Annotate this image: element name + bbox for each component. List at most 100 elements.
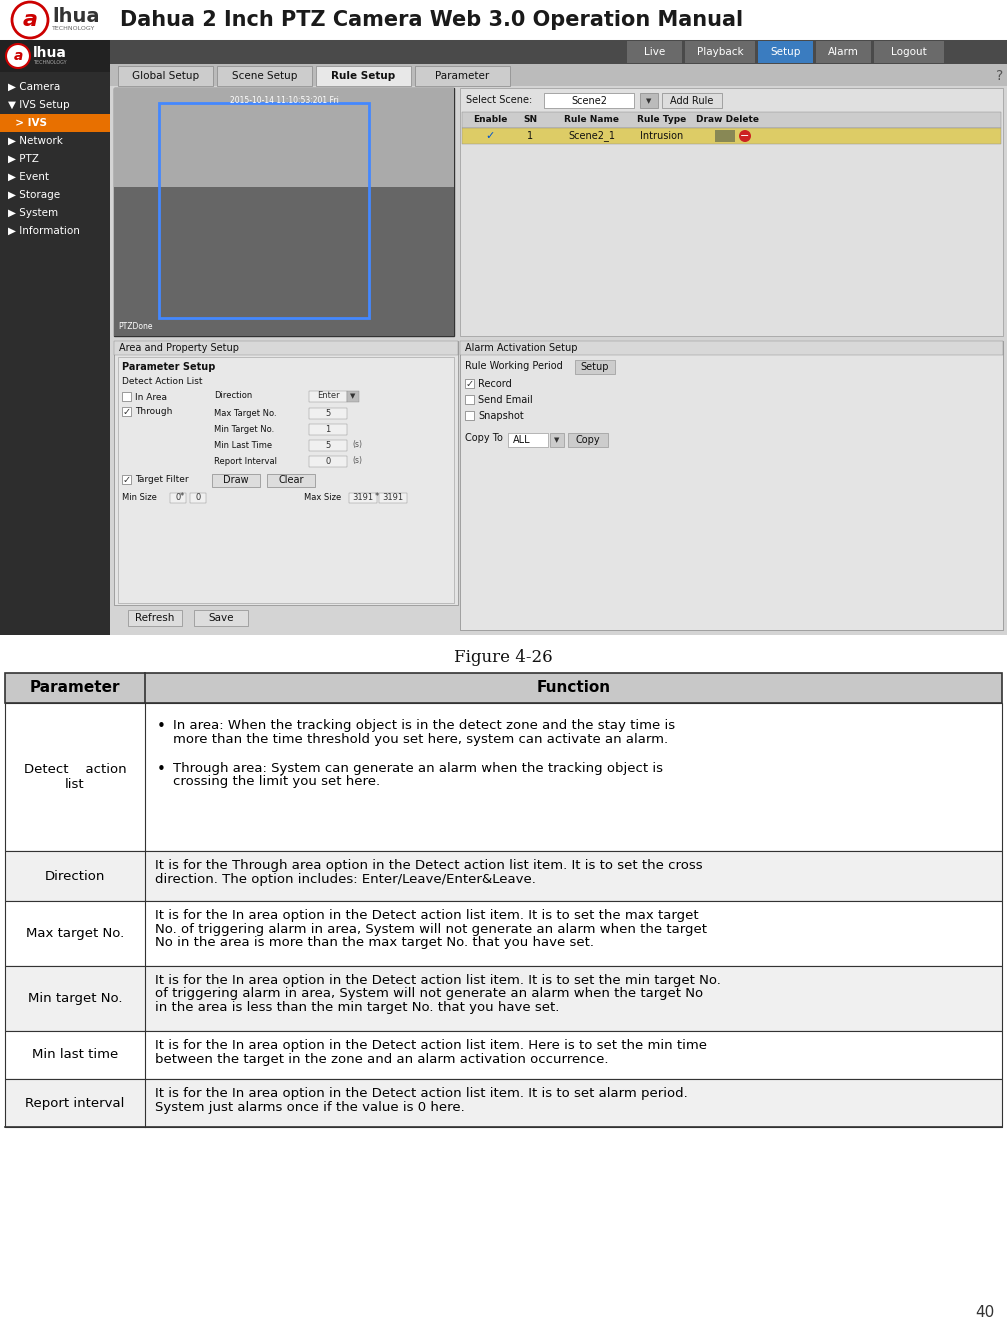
Text: 5: 5 xyxy=(325,409,330,417)
Text: TECHNOLOGY: TECHNOLOGY xyxy=(52,25,96,31)
Bar xyxy=(460,88,1003,336)
Bar xyxy=(114,88,454,188)
Text: Area and Property Setup: Area and Property Setup xyxy=(119,344,239,353)
Text: lhua: lhua xyxy=(33,47,66,60)
Text: 0: 0 xyxy=(175,493,180,502)
Bar xyxy=(110,64,1007,87)
Text: Report Interval: Report Interval xyxy=(214,457,277,465)
Bar xyxy=(550,433,564,448)
Text: ▶ Network: ▶ Network xyxy=(8,136,62,147)
Text: Min Target No.: Min Target No. xyxy=(214,425,274,433)
Text: 2015-10-14 11:10:53:201 Fri: 2015-10-14 11:10:53:201 Fri xyxy=(230,96,338,105)
Bar xyxy=(544,93,634,108)
Text: (s): (s) xyxy=(352,441,362,449)
Bar xyxy=(110,40,1007,64)
Bar xyxy=(114,341,458,605)
Text: *: * xyxy=(375,493,380,502)
Bar xyxy=(110,40,1007,635)
Text: Max target No.: Max target No. xyxy=(26,927,124,940)
Text: ✓: ✓ xyxy=(123,406,131,417)
Bar xyxy=(347,392,359,402)
Text: Intrusion: Intrusion xyxy=(640,131,684,141)
Text: direction. The option includes: Enter/Leave/Enter&Leave.: direction. The option includes: Enter/Le… xyxy=(155,872,536,886)
Text: Add Rule: Add Rule xyxy=(671,96,714,107)
Bar xyxy=(212,474,260,488)
Text: It is for the In area option in the Detect action list item. It is to set the ma: It is for the In area option in the Dete… xyxy=(155,908,699,922)
Bar xyxy=(0,115,110,132)
Text: In Area: In Area xyxy=(135,393,167,401)
Text: Playback: Playback xyxy=(697,47,743,57)
Text: Scene2: Scene2 xyxy=(571,96,607,107)
Text: ▼: ▼ xyxy=(646,99,652,104)
Text: •: • xyxy=(156,719,165,734)
Bar xyxy=(309,424,347,436)
Text: a: a xyxy=(13,49,23,63)
Text: TECHNOLOGY: TECHNOLOGY xyxy=(33,60,66,64)
Text: ▶ Camera: ▶ Camera xyxy=(8,83,60,92)
Bar xyxy=(159,103,369,318)
Text: Through: Through xyxy=(135,408,172,417)
Text: Min Last Time: Min Last Time xyxy=(214,441,272,449)
Circle shape xyxy=(739,131,751,143)
Bar xyxy=(194,610,248,626)
Text: Record: Record xyxy=(478,380,512,389)
Bar xyxy=(627,41,682,63)
Bar xyxy=(0,40,110,72)
Bar xyxy=(316,67,411,87)
Text: ALL: ALL xyxy=(514,436,531,445)
Bar xyxy=(508,433,548,448)
Bar xyxy=(816,41,871,63)
Text: 3191: 3191 xyxy=(352,493,374,502)
Bar xyxy=(5,1079,1002,1127)
Text: more than the time threshold you set here, system can activate an alarm.: more than the time threshold you set her… xyxy=(173,733,668,746)
Text: 0: 0 xyxy=(195,493,200,502)
Text: ✓: ✓ xyxy=(123,474,131,485)
Bar xyxy=(309,408,347,420)
Text: Draw Delete: Draw Delete xyxy=(696,116,758,124)
Text: ▼: ▼ xyxy=(350,393,355,400)
Text: It is for the Through area option in the Detect action list item. It is to set t: It is for the Through area option in the… xyxy=(155,859,703,872)
Text: Figure 4-26: Figure 4-26 xyxy=(454,650,552,666)
Bar xyxy=(462,128,1001,144)
Bar xyxy=(379,493,407,503)
Text: ?: ? xyxy=(996,69,1004,83)
Text: −: − xyxy=(740,131,749,141)
Bar xyxy=(0,0,1007,40)
Text: SN: SN xyxy=(523,116,537,124)
Text: of triggering alarm in area, System will not generate an alarm when the target N: of triggering alarm in area, System will… xyxy=(155,987,703,1000)
Text: Copy: Copy xyxy=(576,436,600,445)
Bar xyxy=(575,360,615,374)
Text: Direction: Direction xyxy=(214,392,252,401)
Text: Min target No.: Min target No. xyxy=(28,992,122,1006)
Text: Scene Setup: Scene Setup xyxy=(232,71,297,81)
Text: ▶ PTZ: ▶ PTZ xyxy=(8,155,39,164)
Bar xyxy=(5,1031,1002,1079)
Bar xyxy=(128,610,182,626)
Text: ✓: ✓ xyxy=(465,378,473,389)
Text: Select Scene:: Select Scene: xyxy=(466,95,533,105)
Bar xyxy=(460,341,1003,356)
Text: Clear: Clear xyxy=(278,476,304,485)
Bar xyxy=(5,900,1002,966)
Text: Direction: Direction xyxy=(45,870,105,883)
Text: Rule Type: Rule Type xyxy=(637,116,687,124)
Text: Detect Action List: Detect Action List xyxy=(122,377,202,385)
Bar xyxy=(114,341,458,356)
Text: Target Filter: Target Filter xyxy=(135,476,188,485)
Bar xyxy=(874,41,944,63)
Text: 1: 1 xyxy=(527,131,533,141)
Text: Parameter: Parameter xyxy=(30,681,120,695)
Bar xyxy=(217,67,312,87)
Text: Report interval: Report interval xyxy=(25,1096,125,1110)
Text: Setup: Setup xyxy=(581,362,609,372)
Text: It is for the In area option in the Detect action list item. It is to set the mi: It is for the In area option in the Dete… xyxy=(155,974,721,987)
Text: Alarm Activation Setup: Alarm Activation Setup xyxy=(465,344,577,353)
Bar xyxy=(122,392,131,401)
Bar xyxy=(465,396,474,404)
Circle shape xyxy=(12,3,48,39)
Text: 1: 1 xyxy=(325,425,330,433)
Text: Draw: Draw xyxy=(224,476,249,485)
Text: Detect    action
list: Detect action list xyxy=(24,763,126,791)
Bar xyxy=(190,493,206,503)
Text: ▶ Information: ▶ Information xyxy=(8,226,80,236)
